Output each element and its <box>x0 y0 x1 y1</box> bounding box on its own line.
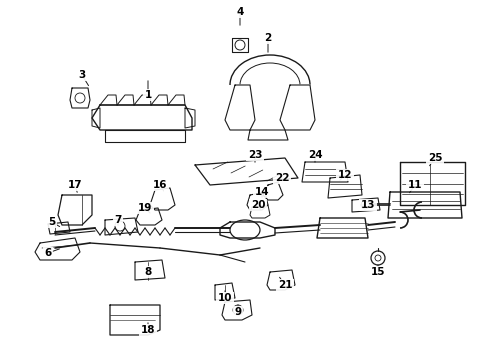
Text: 10: 10 <box>218 293 232 303</box>
Text: 13: 13 <box>361 200 375 210</box>
Polygon shape <box>280 85 315 130</box>
Polygon shape <box>352 198 380 212</box>
Text: 21: 21 <box>278 280 292 290</box>
Polygon shape <box>117 95 134 105</box>
Polygon shape <box>222 300 252 320</box>
Polygon shape <box>58 195 92 225</box>
Text: 1: 1 <box>145 90 151 100</box>
Polygon shape <box>250 205 270 218</box>
Polygon shape <box>225 85 255 130</box>
Text: 5: 5 <box>49 217 56 227</box>
Polygon shape <box>110 305 160 335</box>
Polygon shape <box>328 175 362 198</box>
Text: 2: 2 <box>265 33 271 43</box>
Text: 12: 12 <box>338 170 352 180</box>
Polygon shape <box>48 222 70 234</box>
Text: 15: 15 <box>371 267 385 277</box>
Polygon shape <box>185 108 195 128</box>
Polygon shape <box>195 158 298 185</box>
Text: 17: 17 <box>68 180 82 190</box>
Polygon shape <box>388 192 462 218</box>
Polygon shape <box>248 130 288 140</box>
Text: 23: 23 <box>248 150 262 160</box>
Polygon shape <box>150 188 175 210</box>
Polygon shape <box>302 162 348 182</box>
Polygon shape <box>267 270 295 290</box>
Polygon shape <box>105 130 185 142</box>
Text: 19: 19 <box>138 203 152 213</box>
Text: 18: 18 <box>141 325 155 335</box>
Polygon shape <box>92 108 100 128</box>
Polygon shape <box>70 88 90 108</box>
Text: 22: 22 <box>275 173 289 183</box>
Polygon shape <box>317 218 368 238</box>
Polygon shape <box>105 218 138 235</box>
Text: 16: 16 <box>153 180 167 190</box>
Polygon shape <box>247 192 268 210</box>
Polygon shape <box>135 260 165 280</box>
Text: 3: 3 <box>78 70 86 80</box>
Polygon shape <box>136 208 162 225</box>
Text: 11: 11 <box>408 180 422 190</box>
Polygon shape <box>92 105 192 130</box>
Text: 9: 9 <box>234 307 242 317</box>
Text: 4: 4 <box>236 7 244 17</box>
Polygon shape <box>215 283 235 300</box>
Ellipse shape <box>230 220 260 240</box>
Text: 20: 20 <box>251 200 265 210</box>
Text: 8: 8 <box>145 267 151 277</box>
Text: 24: 24 <box>308 150 322 160</box>
Text: 25: 25 <box>428 153 442 163</box>
Polygon shape <box>100 95 117 105</box>
Text: 14: 14 <box>255 187 270 197</box>
Polygon shape <box>168 95 185 105</box>
Text: 6: 6 <box>45 248 51 258</box>
Polygon shape <box>134 95 151 105</box>
Polygon shape <box>263 182 283 200</box>
Polygon shape <box>220 222 275 238</box>
Polygon shape <box>232 38 248 52</box>
Polygon shape <box>35 238 80 260</box>
Polygon shape <box>151 95 168 105</box>
Text: 7: 7 <box>114 215 122 225</box>
Polygon shape <box>400 162 465 205</box>
